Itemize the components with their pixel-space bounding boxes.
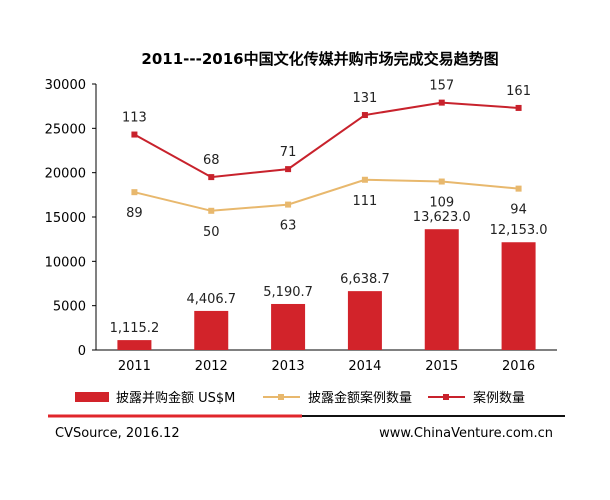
data-labels: 1,115.2 4,406.7 5,190.7 6,638.7 13,623.0 12,1…	[110, 79, 548, 336]
bar	[501, 242, 536, 350]
case-count-label: 161	[506, 84, 531, 99]
disclosed-count-label: 63	[280, 219, 297, 234]
case-count-label: 131	[353, 91, 378, 106]
bar-value-label: 4,406.7	[186, 292, 236, 307]
bar-value-label: 1,115.2	[110, 321, 160, 336]
disclosed-count-label: 109	[429, 196, 454, 211]
source-text: CVSource, 2016.12	[55, 426, 180, 441]
y-tick-label: 15000	[45, 211, 86, 226]
x-tick-label: 2011	[118, 359, 151, 374]
y-tick-label: 5000	[53, 300, 86, 315]
line-point	[285, 201, 292, 208]
disclosed-count-label: 50	[203, 225, 220, 240]
legend-label-case-count: 案例数量	[473, 391, 525, 406]
x-tick-label: 2014	[348, 359, 381, 374]
case-count-label: 113	[122, 111, 147, 126]
x-tick-label: 2012	[195, 359, 228, 374]
disclosed-count-label: 89	[126, 206, 143, 221]
legend-label-amount: 披露并购金额 US$M	[116, 390, 235, 406]
legend-marker-cases	[443, 394, 449, 400]
line-point	[361, 112, 368, 119]
x-tick-label: 2013	[272, 359, 305, 374]
disclosed-count-label: 94	[510, 203, 527, 218]
bar-value-label: 5,190.7	[263, 285, 313, 300]
bar	[424, 229, 459, 350]
line-point	[285, 166, 292, 173]
bar	[271, 303, 306, 350]
legend-swatch-bar	[75, 392, 109, 402]
legend-label-disclosed-count: 披露金额案例数量	[308, 390, 412, 406]
legend: 披露并购金额 US$M 披露金额案例数量 案例数量	[75, 390, 525, 406]
line-point	[515, 185, 522, 192]
x-tick-label: 2015	[425, 359, 458, 374]
line-series	[131, 99, 522, 214]
y-tick-label: 10000	[45, 255, 86, 270]
disclosed-count-line	[134, 178, 519, 212]
line-point	[208, 174, 215, 181]
bar	[347, 291, 382, 350]
line-point	[361, 176, 368, 183]
line-point	[131, 189, 138, 196]
line-point	[515, 104, 522, 111]
bar	[194, 310, 229, 350]
case-count-label: 68	[203, 153, 220, 168]
y-tick-label: 20000	[45, 167, 86, 182]
bar-series	[117, 229, 536, 350]
chart-title: 2011---2016中国文化传媒并购市场完成交易趋势图	[141, 50, 498, 68]
x-tick-label: 2016	[502, 359, 535, 374]
y-tick-label: 25000	[45, 122, 86, 137]
case-count-label: 157	[429, 79, 454, 94]
case-count-line	[133, 101, 519, 179]
bar	[117, 340, 152, 350]
line-point	[131, 131, 138, 138]
bar-value-label: 12,153.0	[490, 223, 548, 238]
website-text: www.ChinaVenture.com.cn	[379, 426, 553, 441]
bar-value-label: 6,638.7	[340, 272, 390, 287]
case-count-label: 71	[280, 145, 297, 160]
line-point	[438, 99, 445, 106]
bar-value-label: 13,623.0	[413, 210, 471, 225]
y-axis: 0 5000 10000 15000 20000 25000 30000	[45, 78, 97, 359]
x-axis: 2011 2012 2013 2014 2015 2016	[96, 349, 557, 374]
y-tick-label: 30000	[45, 78, 86, 93]
legend-marker-disclosed	[278, 394, 284, 400]
line-point	[438, 178, 445, 185]
y-tick-label: 0	[78, 344, 86, 359]
line-point	[208, 207, 215, 214]
disclosed-count-label: 111	[353, 194, 378, 209]
